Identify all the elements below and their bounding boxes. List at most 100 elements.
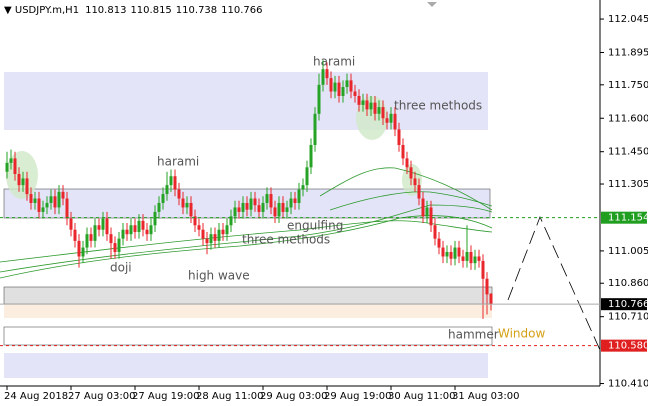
candle-body [417, 185, 421, 199]
x-tick-label: 24 Aug 2018 [4, 391, 68, 402]
candle-body [465, 252, 469, 261]
candle-body [41, 207, 45, 212]
candle-body [345, 80, 349, 88]
candle-body [317, 84, 321, 114]
candle-body [117, 238, 121, 253]
candle-body [69, 218, 73, 230]
candle-body [385, 118, 389, 123]
candle-body [401, 145, 405, 159]
candle-body [205, 238, 209, 244]
candle-body [469, 252, 473, 264]
x-tick-label: 30 Aug 11:00 [388, 391, 455, 402]
candle-body [5, 162, 9, 172]
candle-body [141, 220, 145, 230]
candle-body [81, 247, 85, 257]
candle-body [125, 229, 129, 235]
candle-body [425, 207, 429, 217]
annotation: harami [313, 55, 355, 69]
candle-body [337, 82, 341, 96]
candle-body [105, 218, 109, 235]
annotation: harami [157, 155, 199, 169]
candle-body [161, 194, 165, 203]
candle-body [393, 113, 397, 130]
candle-body [229, 216, 233, 226]
candle-body [269, 194, 273, 208]
candle-body [297, 189, 301, 203]
candle-body [441, 247, 445, 257]
ma-line [329, 191, 493, 211]
ma-line [0, 220, 493, 263]
candle-body [121, 229, 125, 239]
price-label-box [601, 211, 647, 224]
current-price-label: 110.766 [608, 299, 648, 310]
candle-body [453, 247, 457, 259]
candle-body [397, 129, 401, 146]
x-tick-label: 28 Aug 11:00 [196, 391, 263, 402]
y-tick-label: 111.305 [608, 179, 648, 190]
candle-body [17, 173, 21, 186]
candle-body [89, 234, 93, 241]
y-tick-label: 111.600 [608, 113, 648, 124]
candle-body [457, 247, 461, 257]
candle-body [65, 198, 69, 219]
moving-averages [0, 167, 493, 279]
candle-body [353, 91, 357, 96]
candle-body [189, 202, 193, 217]
scroll-marker [427, 2, 437, 7]
ma-line [0, 215, 493, 279]
projection [507, 215, 601, 351]
candle-body [413, 178, 417, 186]
candle-body [433, 225, 437, 239]
candle-body [217, 229, 221, 241]
candle-body [405, 158, 409, 168]
candle-body [37, 198, 41, 212]
candle-body [181, 198, 185, 208]
candle-body [305, 167, 309, 186]
y-tick-label: 110.860 [608, 278, 648, 289]
annotation: engulfing [287, 219, 343, 233]
low: 110.738 [176, 5, 217, 16]
zone [3, 326, 493, 346]
ma-line [0, 204, 493, 273]
candle-body [145, 229, 149, 235]
candle-body [445, 252, 449, 257]
candle-body [489, 293, 493, 305]
candle-body [369, 102, 373, 110]
candle-body [165, 185, 169, 195]
candle-body [101, 218, 105, 230]
candle-body [137, 220, 141, 232]
candle-body [277, 202, 281, 217]
candle-body [157, 202, 161, 212]
candle-body [365, 100, 369, 110]
candle-body [245, 202, 249, 210]
annotation: high wave [188, 269, 250, 283]
candle-body [381, 107, 385, 119]
candle-body [109, 234, 113, 244]
x-tick-label: 31 Aug 03:00 [452, 391, 519, 402]
candle-body [193, 216, 197, 226]
candle-body [285, 207, 289, 212]
candle-body [21, 178, 25, 186]
annotation: Window [498, 327, 546, 341]
candle-body [313, 113, 317, 146]
candle-body [281, 202, 285, 212]
candle-body [33, 198, 37, 203]
candle-body [429, 207, 433, 226]
y-tick-label: 110.410 [608, 379, 648, 390]
candle-body [197, 225, 201, 230]
y-tick-label: 110.710 [608, 312, 648, 323]
dropdown[interactable]: ▼ [4, 5, 15, 16]
candle-body [265, 194, 269, 203]
candle-body [437, 238, 441, 248]
candle-body [481, 260, 485, 279]
price-label-box [601, 298, 647, 311]
candle-body [233, 207, 237, 217]
candle-body [153, 211, 157, 226]
candle-body [49, 196, 53, 203]
candle-body [377, 107, 381, 114]
candle-body [97, 225, 101, 230]
highlight [356, 96, 388, 140]
annotation: three methods [394, 99, 482, 113]
candle-body [29, 194, 33, 203]
